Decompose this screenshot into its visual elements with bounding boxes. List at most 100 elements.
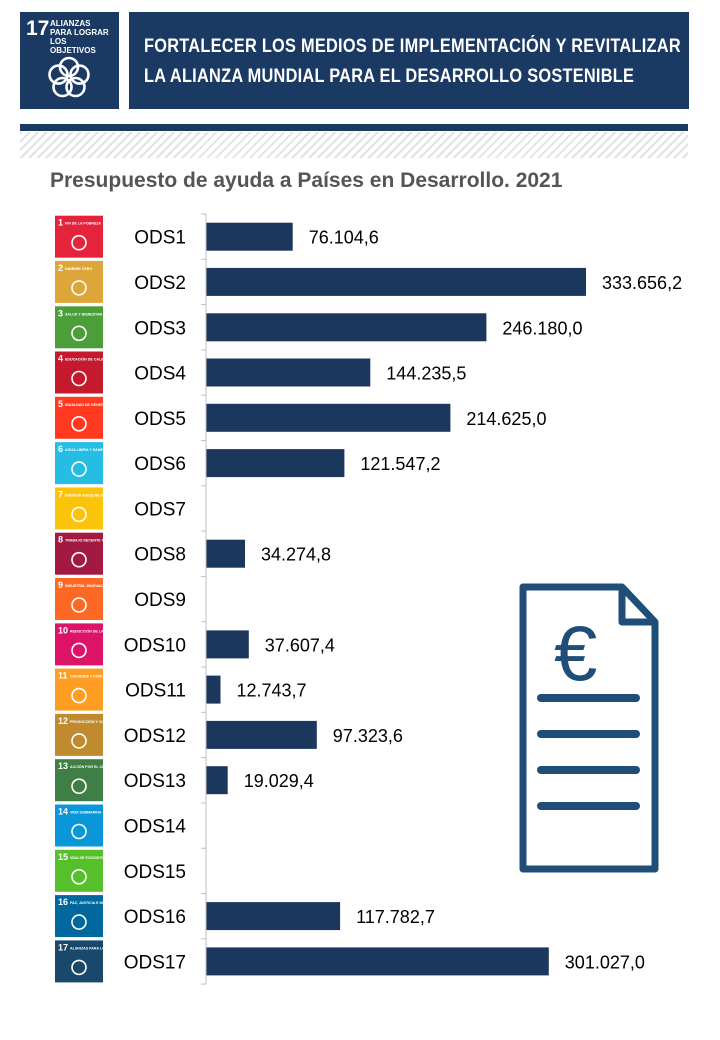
sdg-icon-label: HAMBRE CERO	[65, 267, 92, 271]
data-label: 97.323,6	[333, 726, 403, 746]
sdg-icon-14	[55, 804, 103, 847]
sdg-icon-label: ALIANZAS PARA LOGRAR L	[70, 946, 120, 950]
category-label: ODS10	[124, 635, 186, 656]
sdg-icon-label: VIDA DE ECOSISTEMAS TE	[70, 856, 118, 860]
sdg-icon-number: 7	[58, 489, 63, 499]
sdg-icon-glyph	[71, 280, 87, 296]
sdg-icon-glyph	[71, 778, 87, 795]
sdg-icon-9	[55, 578, 103, 620]
sdg-icon-label: ENERGÍA ASEQUIBLE Y NO	[65, 492, 113, 497]
sdg-icon-8	[55, 532, 103, 575]
header-divider	[20, 124, 688, 131]
bar-ODS4	[206, 358, 371, 387]
data-label: 76.104,6	[309, 228, 379, 248]
sdg-icon-10	[55, 623, 103, 666]
bar-ODS3	[206, 313, 487, 342]
sdg-icon-7	[55, 487, 103, 530]
sdg-icon-number: 1	[58, 218, 63, 228]
logo-text: ALIANZAS PARA LOGRAR LOS OBJETIVOS	[50, 19, 109, 55]
sdg-icon-number: 3	[58, 308, 63, 318]
bar-ODS10	[206, 630, 249, 659]
sdg-icon-6	[55, 442, 103, 485]
sdg-icon-glyph	[71, 506, 87, 523]
banner-line-2: LA ALIANZA MUNDIAL PARA EL DESARROLLO SO…	[144, 66, 635, 87]
data-label: 301.027,0	[565, 952, 645, 972]
sdg-icon-label: CIUDADES Y COMUNIDADES	[70, 675, 121, 679]
sdg17-logo: 17 ALIANZAS PARA LOGRAR LOS OBJETIVOS	[20, 12, 119, 109]
sdg-icon-glyph	[71, 370, 87, 387]
bar-ODS6	[206, 449, 345, 478]
category-label: ODS8	[134, 545, 186, 566]
sdg-icon-label: TRABAJO DECENTE Y CREC	[65, 539, 115, 543]
sdg-icon-2	[55, 260, 103, 303]
sdg-icon-glyph	[71, 325, 87, 342]
sdg-icon-number: 2	[58, 263, 63, 273]
sdg-icon-glyph	[71, 642, 87, 659]
bar-ODS17	[206, 947, 549, 976]
sdg-icon-5	[55, 396, 103, 439]
bar-ODS8	[206, 539, 245, 568]
sdg-icon-glyph	[71, 415, 87, 432]
category-label: ODS9	[134, 590, 186, 611]
euro-document-icon: €	[519, 583, 659, 873]
bar-ODS2	[206, 267, 586, 296]
sdg-icon-number: 10	[58, 625, 68, 635]
category-label: ODS1	[134, 228, 186, 249]
sdg-icon-label: ACCIÓN POR EL CLIMA	[70, 764, 111, 769]
sdg-icon-number: 13	[58, 761, 68, 771]
sdg-icon-label: REDUCCIÓN DE LAS DESIG	[70, 628, 118, 633]
bar-ODS5	[206, 403, 451, 432]
sdg-icon-13	[55, 759, 103, 802]
logo-number: 17	[26, 17, 50, 40]
sdg-icon-label: PRODUCCIÓN Y CONSUMO R	[70, 719, 122, 724]
sdg-icon-number: 4	[58, 354, 63, 364]
sdg-icon-11	[55, 668, 103, 711]
bar-ODS16	[206, 902, 341, 931]
category-label: ODS4	[134, 364, 186, 385]
sdg-icon-label: FIN DE LA POBREZA	[65, 222, 101, 226]
bar-ODS11	[206, 675, 221, 704]
bar-ODS12	[206, 720, 317, 749]
sdg-icon-glyph	[71, 461, 87, 477]
sdg-icon-number: 16	[58, 897, 68, 907]
sdg-icon-number: 11	[58, 671, 68, 681]
sdg-icon-label: AGUA LIMPIA Y SANEAMIE	[65, 448, 112, 452]
sdg-icon-glyph	[71, 959, 87, 976]
bar-ODS1	[206, 222, 293, 251]
data-label: 121.547,2	[360, 454, 440, 474]
sdg-icon-label: INDUSTRIA, INNOVACIÓN	[65, 583, 110, 588]
sdg-icon-1	[55, 215, 103, 258]
sdg-icon-glyph	[71, 823, 87, 840]
category-label: ODS3	[134, 318, 186, 339]
category-label: ODS6	[134, 454, 186, 475]
sdg-icon-glyph	[71, 551, 87, 568]
data-label: 19.029,4	[244, 771, 314, 791]
data-label: 34.274,8	[261, 545, 331, 565]
sdg-icon-number: 6	[58, 444, 63, 454]
sdg-icon-number: 12	[58, 716, 68, 726]
sdg-icon-label: SALUD Y BIENESTAR	[65, 312, 103, 316]
category-label: ODS14	[124, 817, 187, 838]
sdg-icon-glyph	[71, 914, 87, 930]
category-label: ODS15	[124, 862, 186, 883]
sdg-icon-number: 5	[58, 399, 63, 409]
chart-title: Presupuesto de ayuda a Países en Desarro…	[50, 169, 563, 192]
category-label: ODS16	[124, 907, 186, 928]
sdg-icon-number: 9	[58, 580, 63, 590]
sdg-icon-4	[55, 351, 103, 394]
bar-ODS13	[206, 766, 228, 795]
sdg-icon-17	[55, 940, 103, 983]
sdg-icon-number: 17	[58, 942, 68, 952]
category-label: ODS12	[124, 726, 186, 747]
sdg-icon-16	[55, 895, 103, 938]
sdg-icon-label: IGUALDAD DE GÉNERO	[65, 402, 107, 407]
category-label: ODS5	[134, 409, 186, 430]
sdg-icon-glyph	[71, 868, 87, 885]
flower-icon	[48, 56, 90, 98]
header-banner: FORTALECER LOS MEDIOS DE IMPLEMENTACIÓN …	[129, 12, 689, 109]
sdg-icon-label: VIDA SUBMARINA	[70, 811, 102, 815]
data-label: 144.235,5	[386, 364, 466, 384]
sdg-icon-number: 15	[58, 852, 68, 862]
data-label: 246.180,0	[502, 318, 582, 338]
